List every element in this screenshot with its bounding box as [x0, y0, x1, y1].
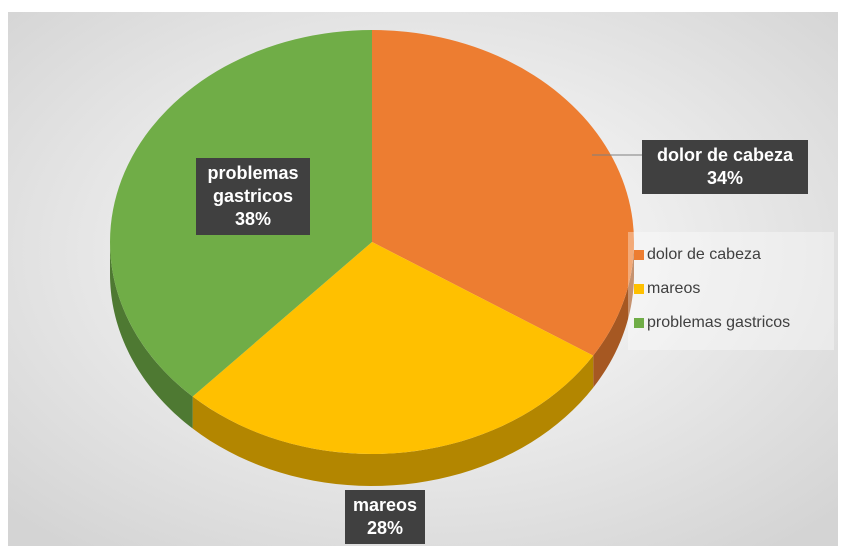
data-label-category: problemas gastricos: [207, 163, 299, 206]
legend-label: dolor de cabeza: [647, 246, 761, 263]
data-label: dolor de cabeza 34%: [642, 140, 808, 194]
legend-label: problemas gastricos: [647, 314, 791, 331]
legend-swatch: [634, 250, 644, 260]
slice-side: [192, 355, 594, 486]
data-label-value: 38%: [234, 209, 272, 229]
legend-label: mareos: [647, 280, 701, 297]
legend-swatch: [634, 318, 644, 328]
legend-item: mareos: [634, 272, 828, 306]
data-label: mareos 28%: [345, 490, 425, 544]
data-label-value: 28%: [366, 518, 404, 538]
data-label-value: 34%: [706, 168, 744, 188]
legend-swatch: [634, 284, 644, 294]
slice: [372, 30, 634, 356]
data-label-category: mareos: [353, 495, 418, 515]
legend: dolor de cabeza mareos problemas gastricos: [628, 232, 834, 350]
slice: [192, 242, 594, 455]
slice-side: [110, 242, 193, 429]
legend-item: problemas gastricos: [634, 306, 828, 340]
slice-side: [593, 242, 634, 388]
data-label: problemas gastricos 38%: [196, 158, 310, 235]
data-label-category: dolor de cabeza: [656, 145, 794, 165]
legend-item: dolor de cabeza: [634, 238, 828, 272]
